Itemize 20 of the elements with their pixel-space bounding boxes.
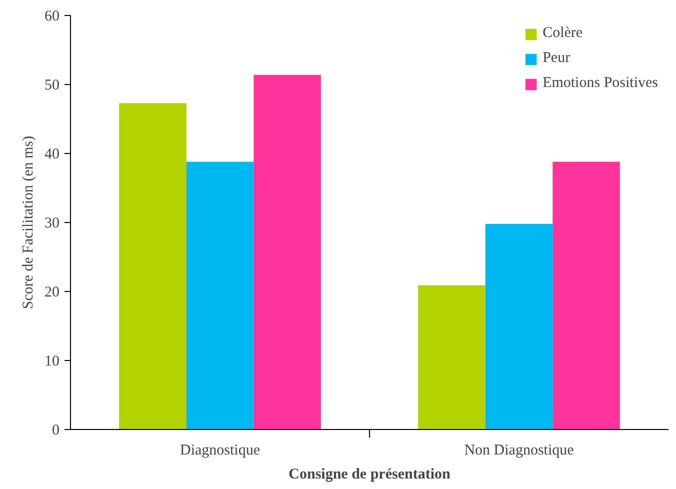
bar	[186, 162, 254, 430]
x-axis-title: Consigne de présentation	[288, 466, 451, 482]
bar	[254, 74, 321, 430]
y-tick-label: 50	[44, 78, 60, 94]
y-tick-label: 40	[44, 146, 60, 162]
bar	[119, 103, 186, 430]
x-tick-label: Non Diagnostique	[464, 442, 574, 458]
legend-label: Emotions Positives	[542, 75, 658, 92]
bar	[552, 162, 620, 430]
y-axis-title: Score de Facilitation (en ms)	[20, 136, 36, 310]
y-tick-label: 60	[44, 8, 60, 24]
bar	[418, 285, 486, 430]
y-tick-label: 0	[52, 422, 60, 438]
y-tick-label: 10	[44, 354, 60, 370]
legend-label: Colère	[542, 25, 583, 42]
bar	[485, 224, 553, 430]
legend-label: Peur	[542, 50, 570, 67]
x-tick-label: Diagnostique	[180, 442, 260, 458]
y-tick-label: 30	[44, 216, 60, 232]
y-tick-label: 20	[44, 284, 60, 300]
